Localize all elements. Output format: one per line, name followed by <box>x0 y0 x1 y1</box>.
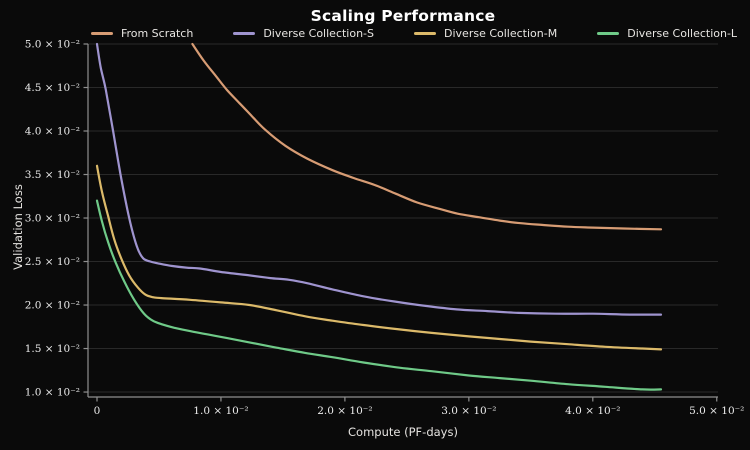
legend-label: Diverse Collection-S <box>263 27 375 40</box>
x-axis-label: Compute (PF-days) <box>348 425 458 439</box>
x-tick-label: 3.0 × 10⁻² <box>441 405 496 417</box>
series-line-diverse-collection-l <box>95 199 663 391</box>
y-tick-label: 1.0 × 10⁻² <box>25 387 80 399</box>
legend-line-icon <box>233 32 256 35</box>
y-tick-label: 2.0 × 10⁻² <box>25 300 80 312</box>
legend-item-diverse-collection-m: Diverse Collection-M <box>414 27 557 40</box>
chart-title: Scaling Performance <box>310 7 496 25</box>
x-tick-label: 0 <box>94 405 101 417</box>
legend-item-from-scratch: From Scratch <box>90 27 194 40</box>
legend-line-icon <box>90 32 113 35</box>
y-axis-label: Validation Loss <box>11 184 25 270</box>
series-line-diverse-collection-s <box>95 42 663 316</box>
legend-label: Diverse Collection-L <box>627 27 738 40</box>
y-tick-label: 3.0 × 10⁻² <box>25 213 80 225</box>
y-tick-label: 4.0 × 10⁻² <box>25 126 80 138</box>
x-tick-label: 4.0 × 10⁻² <box>565 405 620 417</box>
y-tick-label: 3.5 × 10⁻² <box>25 169 80 181</box>
x-tick-label: 2.0 × 10⁻² <box>317 405 372 417</box>
legend-line-icon <box>597 32 620 35</box>
legend-line-icon <box>414 32 437 35</box>
x-tick-label: 1.0 × 10⁻² <box>193 405 248 417</box>
x-tick-label: 5.0 × 10⁻² <box>689 405 744 417</box>
legend-label: Diverse Collection-M <box>444 27 558 40</box>
legend-item-diverse-collection-l: Diverse Collection-L <box>597 27 737 40</box>
series-line-from-scratch <box>191 42 663 231</box>
y-tick-label: 5.0 × 10⁻² <box>25 39 80 51</box>
y-tick-label: 1.5 × 10⁻² <box>25 343 80 355</box>
series-line-diverse-collection-m <box>95 164 663 351</box>
legend-item-diverse-collection-s: Diverse Collection-S <box>233 27 374 40</box>
legend-label: From Scratch <box>120 27 194 40</box>
legend: From Scratch Diverse Collection-S Divers… <box>80 27 748 40</box>
y-tick-label: 2.5 × 10⁻² <box>25 256 80 268</box>
y-tick-label: 4.5 × 10⁻² <box>25 82 80 94</box>
